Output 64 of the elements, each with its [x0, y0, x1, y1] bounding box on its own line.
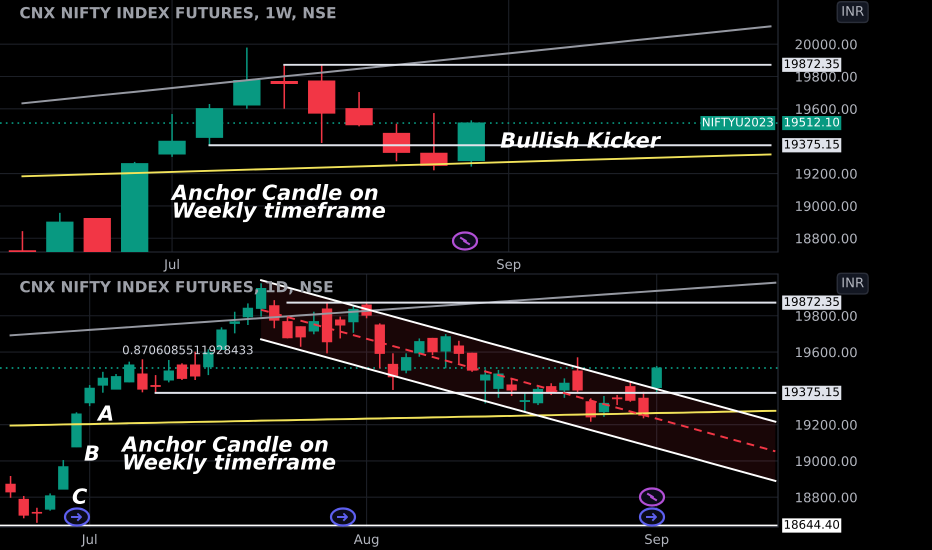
candlestick [242, 302, 254, 326]
candlestick [559, 378, 570, 399]
candlestick [295, 326, 306, 348]
candlestick [414, 338, 424, 358]
x-tick-label: Jul [163, 258, 179, 272]
text: INR [842, 278, 864, 288]
candlestick [520, 392, 530, 413]
line-series [260, 279, 776, 423]
y-tick-label: 19800.00 [796, 310, 857, 321]
candlestick [84, 384, 95, 407]
annotation: Anchor Candle on Weekly timeframe [170, 184, 386, 222]
annotation: A [96, 405, 112, 421]
candlestick [400, 352, 412, 374]
data-label: 19872.35 [784, 59, 839, 68]
y-tick-label: 19600.00 [796, 104, 857, 114]
x-tick-label: Sep [497, 259, 520, 272]
data-label: 19375.15 [784, 387, 839, 396]
annotation: Bullish Kicker [500, 132, 662, 148]
candlestick [150, 374, 161, 394]
candlestick [5, 475, 16, 499]
x-tick-label: Jul [81, 534, 96, 547]
y-tick-label: 19000.00 [796, 201, 857, 212]
candlestick [98, 371, 108, 394]
ref-line-label: 19512.10 [784, 118, 840, 126]
candlestick [32, 506, 42, 524]
y-tick-label: 19200.00 [796, 420, 857, 430]
candlestick [110, 373, 122, 390]
y-tick-label: 19000.00 [796, 456, 857, 466]
annotation: Anchor Candle on Weekly timeframe [120, 436, 336, 474]
annotation: B [84, 445, 99, 461]
candlestick [230, 310, 240, 334]
y-tick-label: 19600.00 [796, 347, 857, 358]
data-label: 19375.15 [784, 140, 839, 149]
candlestick [454, 340, 464, 364]
candlestick [282, 316, 293, 340]
line-series [21, 25, 772, 104]
candlestick [58, 459, 68, 490]
candlestick [506, 378, 517, 397]
candlestick [493, 369, 504, 399]
y-tick-label: 20000.00 [796, 39, 857, 50]
candlestick [8, 230, 36, 252]
line-series [21, 153, 772, 178]
candlestick [44, 492, 56, 512]
candlestick [137, 358, 148, 394]
candlestick [18, 495, 29, 520]
annotation: C [72, 488, 88, 504]
y-tick-label: 19200.00 [796, 168, 857, 179]
chart-title: CNX NIFTY INDEX FUTURES, 1W, NSE [20, 6, 336, 20]
y-tick-label: 18800.00 [796, 233, 857, 244]
x-tick-label: Aug [354, 534, 378, 547]
x-tick-label: Sep [645, 534, 668, 547]
ref-line-label: 18644.40 [784, 520, 840, 529]
candlestick [308, 310, 320, 336]
line-series [10, 282, 776, 336]
candlestick [335, 316, 346, 340]
data-label: 19872.35 [784, 297, 839, 306]
candlestick [572, 356, 583, 394]
text: INR [842, 6, 864, 16]
y-tick-label: 18800.00 [796, 492, 857, 502]
y-tick-label: 19800.00 [796, 72, 857, 82]
annotation: NIFTYU2023 [702, 118, 773, 126]
candlestick [176, 362, 188, 381]
candlestick [270, 64, 298, 110]
candlestick [427, 337, 438, 356]
